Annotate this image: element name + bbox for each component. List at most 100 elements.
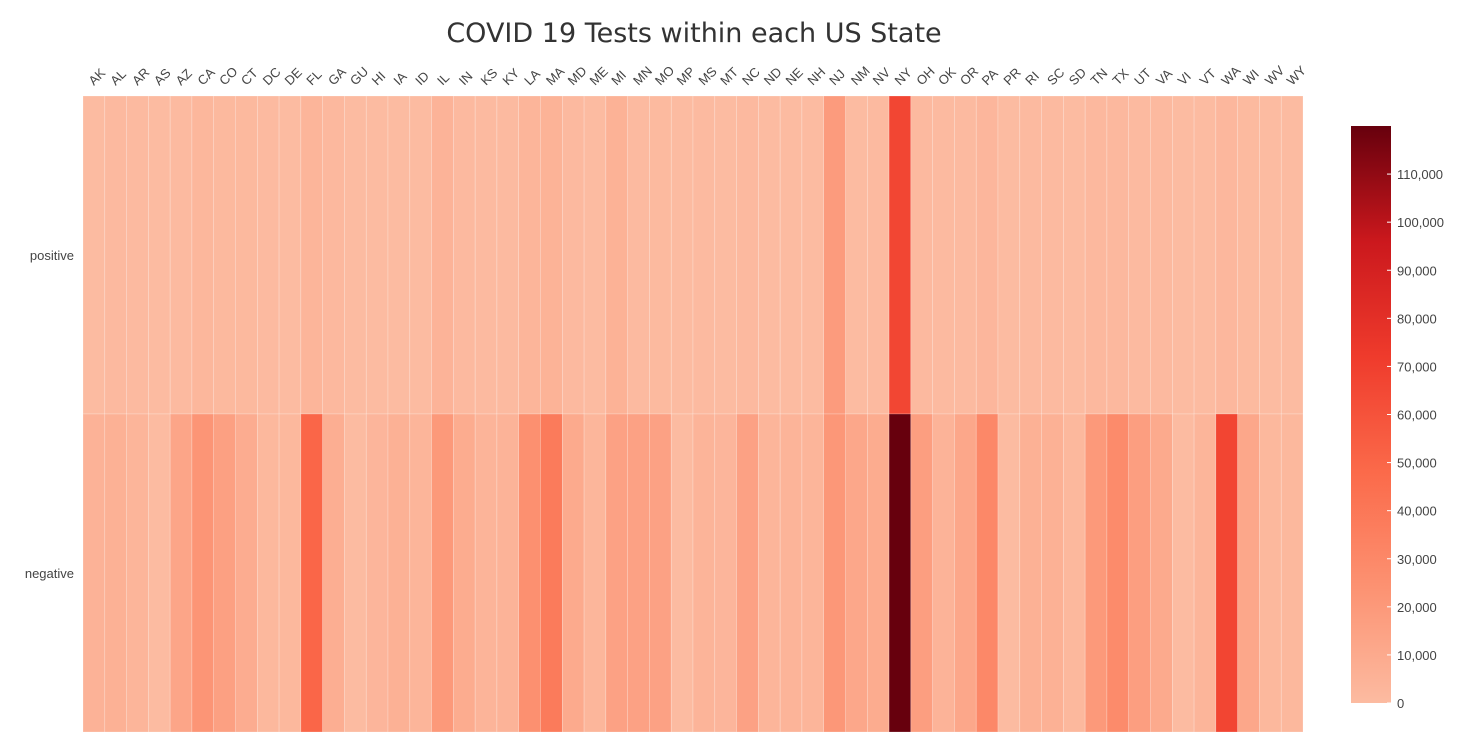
x-tick-label: DE — [281, 65, 305, 89]
colorbar-tick-label: 40,000 — [1397, 504, 1437, 519]
heatmap-cell-negative-PR — [997, 413, 1021, 733]
heatmap-cell-positive-WI — [1237, 95, 1260, 415]
heatmap-cell-negative-MO — [649, 413, 672, 733]
heatmap-cell-positive-IN — [453, 95, 476, 415]
heatmap-cell-negative-FL — [300, 413, 323, 733]
heatmap-cell-positive-WA — [1215, 95, 1238, 415]
x-tick-label: OR — [957, 64, 981, 88]
heatmap-cell-positive-PR — [997, 95, 1021, 415]
heatmap-cell-negative-IL — [431, 413, 454, 733]
x-tick-label: AZ — [173, 66, 195, 88]
x-tick-label: OK — [935, 64, 959, 88]
heatmap-cell-negative-NV — [866, 413, 890, 733]
x-tick-label: NH — [804, 64, 828, 88]
x-tick-label: MS — [695, 63, 720, 88]
heatmap-cell-negative-OR — [954, 413, 977, 733]
x-tick-label: MA — [543, 63, 568, 88]
heatmap-cell-negative-GU — [344, 413, 367, 733]
heatmap-cell-positive-CA — [191, 95, 215, 415]
colorbar-tick-label: 30,000 — [1397, 552, 1437, 567]
x-tick-label: VA — [1153, 66, 1175, 88]
heatmap-cell-positive-SC — [1041, 95, 1064, 415]
heatmap-cell-positive-RI — [1019, 95, 1042, 415]
colorbar-tick-label: 80,000 — [1397, 311, 1437, 326]
heatmap-cell-negative-WA — [1215, 413, 1238, 733]
heatmap-cell-negative-NM — [845, 413, 868, 733]
heatmap-cell-negative-VT — [1193, 413, 1217, 733]
heatmap-cell-positive-NY — [888, 95, 912, 415]
heatmap-cell-positive-ID — [409, 95, 432, 415]
x-tick-label: CA — [194, 65, 218, 89]
y-tick-label: positive — [30, 248, 74, 263]
colorbar-tick-label: 10,000 — [1397, 648, 1437, 663]
heatmap-cell-positive-OH — [910, 95, 933, 415]
colorbar-tick-label: 0 — [1397, 696, 1404, 711]
x-tick-label: NM — [848, 63, 873, 88]
x-tick-label: DC — [260, 64, 284, 88]
x-tick-label: CT — [238, 65, 261, 88]
heatmap-cell-negative-WV — [1259, 413, 1282, 733]
heatmap-cell-negative-LA — [518, 413, 541, 733]
x-tick-label: NJ — [826, 66, 848, 88]
heatmap-cell-positive-IL — [431, 95, 454, 415]
heatmap-cell-negative-NJ — [823, 413, 846, 733]
heatmap-cell-positive-AZ — [169, 95, 193, 415]
x-tick-label: MD — [565, 63, 590, 88]
x-tick-label: GU — [347, 64, 371, 88]
x-tick-label: VT — [1196, 66, 1218, 88]
colorbar-tick-label: 90,000 — [1397, 263, 1437, 278]
x-tick-label: OH — [913, 64, 937, 88]
heatmap-cell-negative-IA — [387, 413, 411, 733]
heatmap-cell-positive-NE — [779, 95, 803, 415]
x-tick-label: WY — [1284, 62, 1310, 88]
heatmap-cell-negative-ID — [409, 413, 432, 733]
x-tick-label: RI — [1022, 68, 1042, 88]
heatmap-cell-negative-OH — [910, 413, 933, 733]
heatmap-cell-negative-PA — [975, 413, 999, 733]
x-tick-label: SD — [1066, 65, 1089, 88]
heatmap-cell-negative-UT — [1128, 413, 1151, 733]
heatmap-cell-positive-DC — [256, 95, 280, 415]
heatmap-cell-negative-DC — [256, 413, 280, 733]
heatmap-cell-negative-TX — [1106, 413, 1130, 733]
x-tick-label: IL — [434, 70, 452, 88]
x-tick-label: CO — [216, 64, 240, 88]
heatmap-cell-positive-SD — [1063, 95, 1086, 415]
heatmap-cell-negative-MP — [670, 413, 694, 733]
heatmap-cell-negative-MA — [540, 413, 563, 733]
heatmap-cell-positive-FL — [300, 95, 323, 415]
heatmap-cell-positive-VI — [1171, 95, 1195, 415]
heatmap-cell-negative-TN — [1084, 413, 1108, 733]
heatmap-cell-negative-SC — [1041, 413, 1064, 733]
heatmap-cell-positive-AR — [126, 95, 149, 415]
heatmap-cell-positive-TN — [1084, 95, 1108, 415]
x-tick-label: TX — [1109, 66, 1132, 89]
heatmap-cell-positive-WV — [1259, 95, 1282, 415]
heatmap-cell-positive-GU — [344, 95, 367, 415]
colorbar-gradient — [1351, 126, 1391, 703]
colorbar-tick-label: 20,000 — [1397, 600, 1437, 615]
heatmap-cell-negative-MD — [561, 413, 585, 733]
x-tick-label: GA — [325, 64, 349, 88]
heatmap-cell-positive-NV — [866, 95, 890, 415]
heatmap-cell-positive-MI — [605, 95, 628, 415]
x-tick-label: AL — [107, 66, 129, 88]
heatmap-cell-positive-OR — [954, 95, 977, 415]
heatmap-cell-negative-CA — [191, 413, 215, 733]
heatmap-cell-negative-GA — [322, 413, 345, 733]
colorbar-tick-label: 50,000 — [1397, 456, 1437, 471]
x-tick-label: HI — [369, 68, 389, 88]
heatmap-cell-positive-AS — [148, 95, 171, 415]
heatmap-cell-negative-MI — [605, 413, 628, 733]
x-tick-label: VI — [1175, 69, 1194, 88]
heatmap-cell-positive-NC — [736, 95, 759, 415]
heatmap-cell-negative-RI — [1019, 413, 1042, 733]
heatmap-cell-positive-MT — [714, 95, 737, 415]
heatmap-cell-negative-NH — [801, 413, 825, 733]
x-tick-label: ME — [586, 63, 611, 88]
heatmap-cell-negative-KY — [496, 413, 520, 733]
y-axis-ticks: positive negative — [25, 248, 74, 581]
heatmap-cell-negative-OK — [932, 413, 955, 733]
heatmap-cell-positive-VA — [1150, 95, 1173, 415]
